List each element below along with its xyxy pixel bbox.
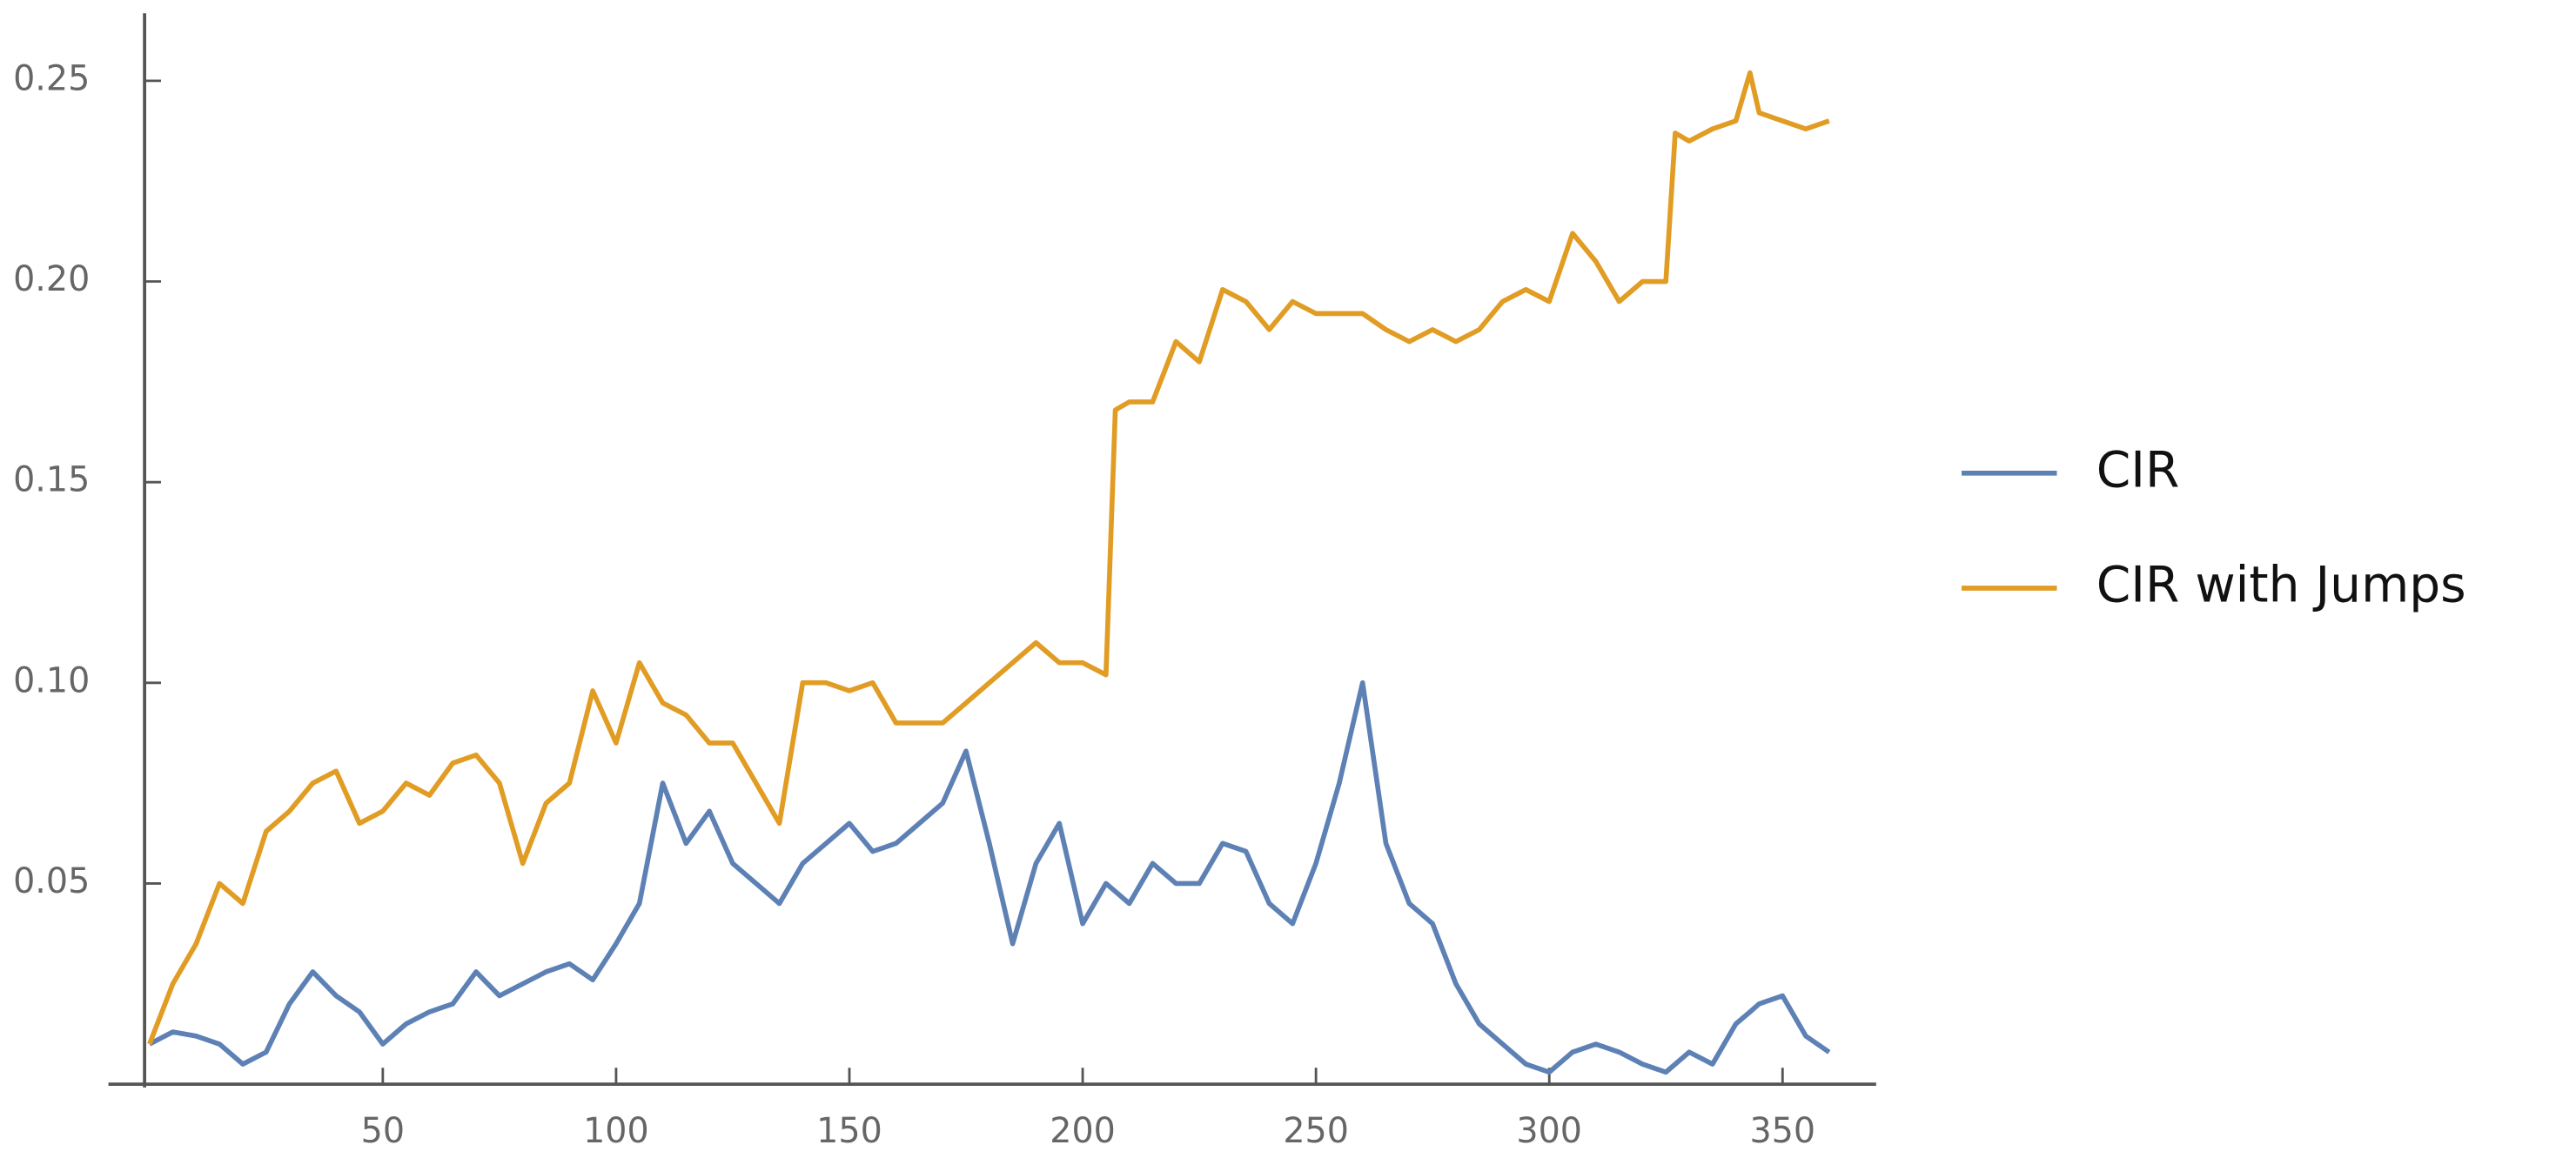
x-tick-label: 300 — [1516, 1111, 1582, 1151]
x-tick-label: 250 — [1283, 1111, 1349, 1151]
x-tick-label: 50 — [361, 1111, 405, 1151]
series-line — [148, 680, 1831, 1075]
y-tick-label: 0.05 — [13, 861, 90, 901]
y-tick-label: 0.10 — [13, 660, 90, 700]
y-tick-label: 0.25 — [13, 58, 90, 98]
y-tick-label: 0.15 — [13, 460, 90, 500]
legend-label: CIR with Jumps — [2096, 557, 2466, 614]
legend-label: CIR — [2096, 441, 2180, 499]
x-tick-label: 150 — [816, 1111, 882, 1151]
x-tick-label: 350 — [1749, 1111, 1815, 1151]
y-tick-label: 0.20 — [13, 259, 90, 299]
series-line — [147, 70, 1830, 1046]
x-tick-label: 200 — [1050, 1111, 1116, 1151]
x-tick-label: 100 — [583, 1111, 649, 1151]
